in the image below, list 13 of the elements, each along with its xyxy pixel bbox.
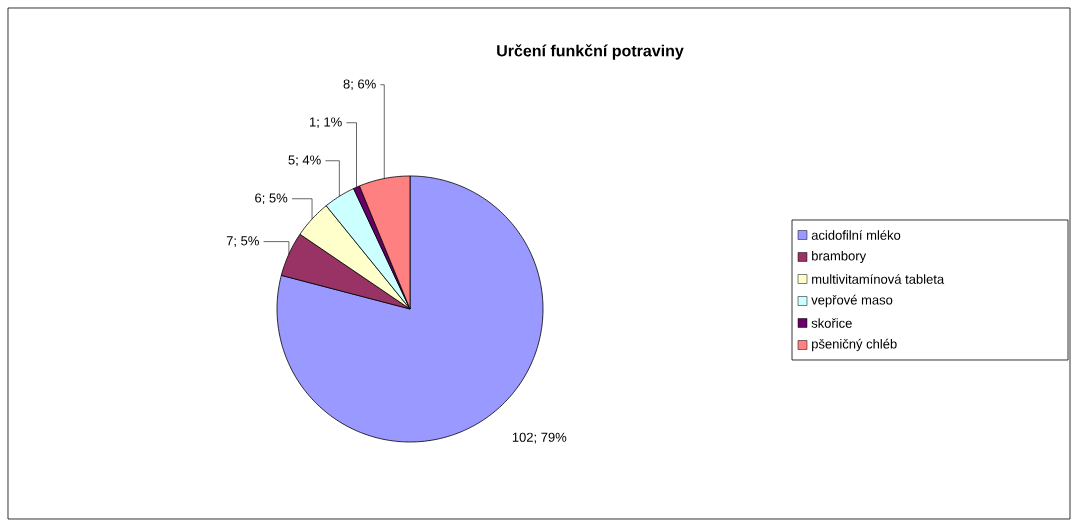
chart-title: Určení funkční potraviny <box>497 44 684 60</box>
data-label: 6; 5% <box>255 193 288 205</box>
data-label: 102; 79% <box>512 432 567 444</box>
data-label: 7; 5% <box>226 236 259 247</box>
data-label: 5; 4% <box>288 155 321 167</box>
legend-label: brambory <box>812 250 867 264</box>
legend-label: skořice <box>811 318 852 328</box>
legend-label: pšeničný chléb <box>812 338 897 352</box>
data-label: 8; 6% <box>343 79 376 91</box>
data-label: 1; 1% <box>309 117 342 129</box>
legend-label: vepřové maso <box>811 294 893 308</box>
legend-label: multivitamínová tableta <box>812 274 945 284</box>
legend-label: acidofilní mléko <box>811 230 901 240</box>
